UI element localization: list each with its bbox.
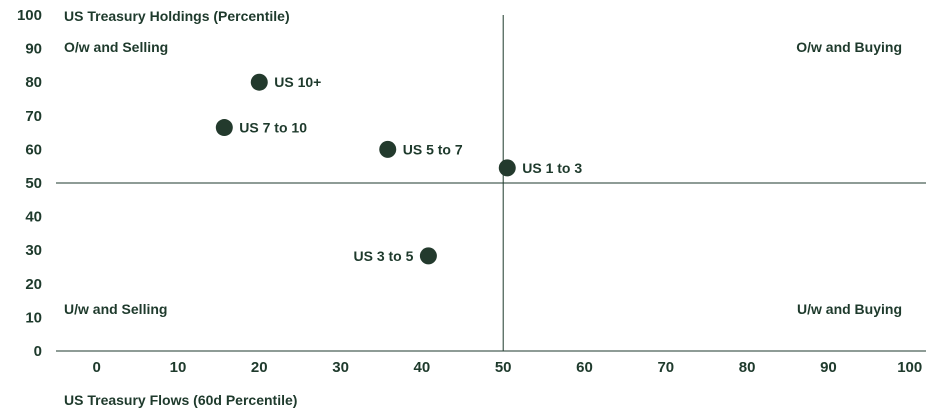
quadrant-label-bottom-left: U/w and Selling	[64, 301, 167, 317]
data-point	[419, 247, 437, 265]
data-point-label: US 1 to 3	[522, 160, 582, 176]
y-tick-label: 60	[25, 141, 42, 158]
data-point-label: US 5 to 7	[403, 141, 463, 157]
quadrant-label-top-right: O/w and Buying	[796, 39, 902, 55]
y-tick-label: 40	[25, 209, 42, 226]
y-axis-ticks: 0 10 20 30 40 50 60 70 80 90 100	[17, 7, 42, 360]
x-tick-label: 10	[170, 359, 187, 376]
data-point	[250, 73, 268, 91]
quadrant-label-top-left: O/w and Selling	[64, 39, 168, 55]
data-point	[379, 140, 397, 158]
y-tick-label: 30	[25, 242, 42, 259]
quadrant-label-bottom-right: U/w and Buying	[797, 301, 902, 317]
y-tick-label: 0	[34, 343, 42, 360]
y-tick-label: 50	[25, 175, 42, 192]
data-point-label: US 10+	[274, 74, 321, 90]
data-points: US 10+ US 7 to 10 US 5 to 7 US 1 to 3 US 3 t…	[215, 73, 582, 265]
data-point	[215, 119, 233, 137]
x-tick-label: 60	[576, 359, 593, 376]
x-tick-label: 0	[92, 359, 100, 376]
x-tick-label: 80	[739, 359, 756, 376]
x-tick-label: 30	[332, 359, 349, 376]
x-tick-label: 50	[495, 359, 512, 376]
x-tick-label: 70	[657, 359, 674, 376]
data-point	[498, 159, 516, 177]
data-point-label: US 7 to 10	[239, 120, 307, 136]
y-tick-label: 20	[25, 276, 42, 293]
y-tick-label: 70	[25, 108, 42, 125]
y-tick-label: 80	[25, 74, 42, 91]
x-axis-label: US Treasury Flows (60d Percentile)	[64, 392, 297, 408]
x-tick-label: 90	[820, 359, 837, 376]
x-tick-label: 40	[414, 359, 431, 376]
data-point-label: US 3 to 5	[353, 248, 413, 264]
x-tick-label: 100	[897, 359, 922, 376]
x-tick-label: 20	[251, 359, 268, 376]
y-axis-label: US Treasury Holdings (Percentile)	[64, 8, 290, 24]
quadrant-labels: O/w and Selling O/w and Buying U/w and Sel…	[64, 39, 902, 317]
y-tick-label: 90	[25, 41, 42, 58]
x-axis-ticks: 0 10 20 30 40 50 60 70 80 90 100	[92, 359, 922, 376]
y-tick-label: 10	[25, 309, 42, 326]
y-tick-label: 100	[17, 7, 42, 24]
